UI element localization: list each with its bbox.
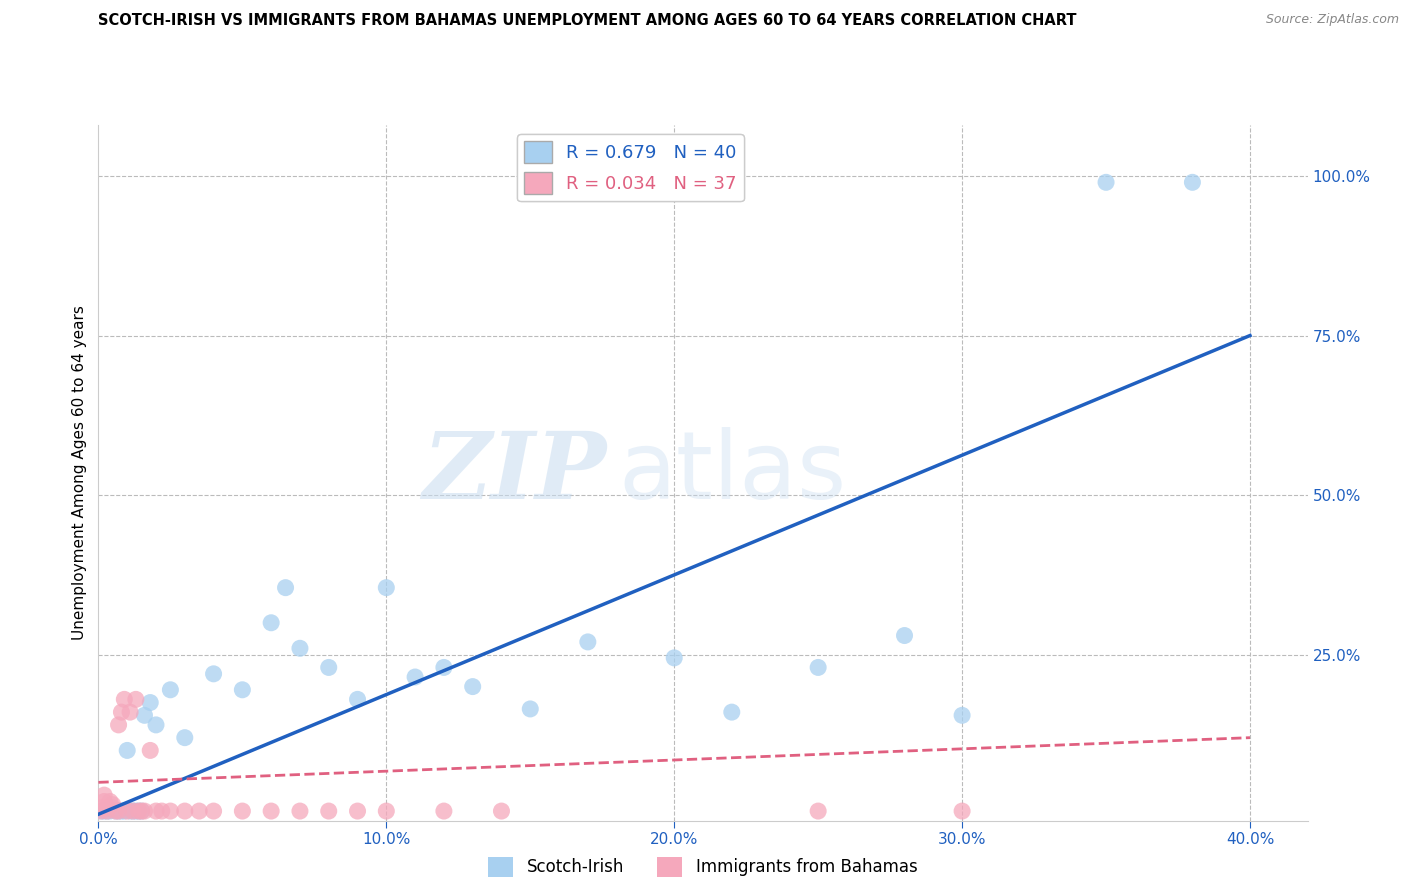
Point bbox=[107, 718, 129, 732]
Point bbox=[139, 696, 162, 710]
Point bbox=[318, 660, 340, 674]
Point bbox=[202, 804, 225, 818]
Point bbox=[139, 743, 162, 757]
Point bbox=[110, 804, 132, 818]
Point bbox=[96, 804, 118, 818]
Point bbox=[433, 660, 456, 674]
Point bbox=[404, 670, 426, 684]
Point bbox=[274, 581, 297, 595]
Text: SCOTCH-IRISH VS IMMIGRANTS FROM BAHAMAS UNEMPLOYMENT AMONG AGES 60 TO 64 YEARS C: SCOTCH-IRISH VS IMMIGRANTS FROM BAHAMAS … bbox=[98, 13, 1077, 29]
Point bbox=[491, 804, 513, 818]
Point bbox=[96, 801, 118, 815]
Point bbox=[318, 804, 340, 818]
Text: Source: ZipAtlas.com: Source: ZipAtlas.com bbox=[1265, 13, 1399, 27]
Point bbox=[131, 804, 153, 818]
Point bbox=[202, 666, 225, 681]
Point bbox=[260, 615, 283, 630]
Point bbox=[122, 804, 145, 818]
Point bbox=[120, 705, 142, 719]
Point bbox=[720, 705, 742, 719]
Point bbox=[90, 804, 112, 818]
Point bbox=[188, 804, 211, 818]
Text: atlas: atlas bbox=[619, 426, 846, 519]
Point bbox=[231, 804, 253, 818]
Point bbox=[90, 804, 112, 818]
Point bbox=[950, 708, 973, 723]
Point bbox=[125, 804, 148, 818]
Point bbox=[288, 804, 311, 818]
Legend: Scotch-Irish, Immigrants from Bahamas: Scotch-Irish, Immigrants from Bahamas bbox=[482, 850, 924, 884]
Point bbox=[288, 641, 311, 656]
Point bbox=[159, 682, 181, 697]
Point bbox=[893, 628, 915, 642]
Point bbox=[807, 804, 830, 818]
Point bbox=[519, 702, 541, 716]
Point bbox=[1181, 175, 1204, 189]
Point bbox=[90, 801, 112, 815]
Point bbox=[131, 804, 153, 818]
Point bbox=[112, 692, 135, 706]
Point bbox=[664, 651, 686, 665]
Point bbox=[107, 804, 129, 818]
Point bbox=[375, 581, 398, 595]
Point bbox=[93, 788, 115, 802]
Point bbox=[173, 731, 195, 745]
Point bbox=[128, 804, 150, 818]
Point bbox=[807, 660, 830, 674]
Point bbox=[104, 804, 127, 818]
Point bbox=[150, 804, 173, 818]
Point bbox=[231, 682, 253, 697]
Point bbox=[375, 804, 398, 818]
Point bbox=[145, 718, 167, 732]
Legend: R = 0.679   N = 40, R = 0.034   N = 37: R = 0.679 N = 40, R = 0.034 N = 37 bbox=[517, 134, 744, 202]
Point bbox=[128, 804, 150, 818]
Point bbox=[93, 804, 115, 818]
Y-axis label: Unemployment Among Ages 60 to 64 years: Unemployment Among Ages 60 to 64 years bbox=[72, 305, 87, 640]
Point bbox=[120, 804, 142, 818]
Point bbox=[950, 804, 973, 818]
Point bbox=[96, 804, 118, 818]
Point bbox=[98, 804, 121, 818]
Point bbox=[461, 680, 484, 694]
Point bbox=[93, 795, 115, 809]
Point bbox=[173, 804, 195, 818]
Point bbox=[145, 804, 167, 818]
Point bbox=[101, 797, 124, 812]
Point bbox=[346, 692, 368, 706]
Point bbox=[122, 804, 145, 818]
Point bbox=[110, 705, 132, 719]
Point bbox=[125, 692, 148, 706]
Point bbox=[134, 804, 156, 818]
Point bbox=[98, 795, 121, 809]
Point bbox=[134, 708, 156, 723]
Point bbox=[576, 635, 599, 649]
Point bbox=[101, 801, 124, 815]
Point bbox=[104, 804, 127, 818]
Point bbox=[346, 804, 368, 818]
Point bbox=[260, 804, 283, 818]
Point bbox=[112, 804, 135, 818]
Point bbox=[1095, 175, 1118, 189]
Point bbox=[107, 804, 129, 818]
Point bbox=[115, 743, 138, 757]
Point bbox=[159, 804, 181, 818]
Point bbox=[115, 804, 138, 818]
Point bbox=[433, 804, 456, 818]
Text: ZIP: ZIP bbox=[422, 428, 606, 517]
